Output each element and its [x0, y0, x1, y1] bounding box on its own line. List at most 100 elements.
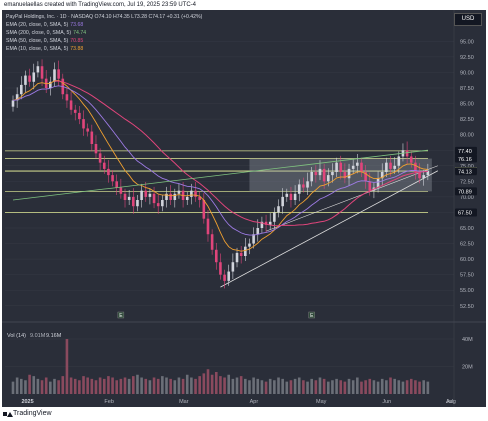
candle-body	[119, 187, 123, 194]
chart-legend: PayPal Holdings, Inc. · 1D · NASDAQ O74.…	[6, 13, 202, 53]
volume-bar	[40, 380, 44, 394]
candle-body	[302, 184, 305, 188]
volume-bar	[302, 380, 305, 394]
y-tick-label: 65.00	[460, 226, 474, 232]
candle-body	[239, 252, 243, 256]
candle-body	[389, 162, 392, 169]
volume-bar	[293, 378, 297, 394]
y-tick-label: 62.50	[460, 242, 474, 248]
y-tick-label: 92.50	[460, 55, 474, 61]
x-tick-label: Apr	[250, 399, 259, 405]
volume-bar	[132, 376, 135, 394]
volume-bar	[289, 380, 293, 394]
volume-bar	[78, 380, 81, 394]
volume-bar	[111, 377, 114, 394]
candle-body	[223, 274, 226, 281]
level-badge-label: 67.50	[458, 211, 472, 217]
candle-body	[405, 150, 409, 157]
y-tick-label: 95.00	[460, 39, 474, 45]
earnings-marker-label: E	[310, 313, 314, 319]
volume-bar	[376, 381, 380, 394]
candle-body	[98, 153, 102, 163]
price-chart[interactable]: 95.0092.5090.0087.5085.0082.5080.0077.50…	[2, 10, 486, 407]
volume-bar	[318, 377, 322, 394]
currency-button[interactable]: USD	[454, 13, 482, 26]
candle-body	[310, 172, 313, 182]
volume-bar	[61, 376, 65, 394]
candle-body	[94, 144, 98, 154]
candle-body	[418, 172, 421, 179]
candle-body	[414, 162, 417, 172]
volume-legend: Vol (14) 9.01M 9.16M	[7, 333, 62, 339]
volume-bar	[156, 378, 160, 394]
tradingview-footer: TradingView	[3, 410, 52, 417]
volume-bar	[347, 378, 351, 394]
x-tick-label: Jun	[382, 399, 391, 405]
legend-indicator[interactable]: EMA (10, close, 0, SMA, 5) 73.88	[6, 45, 202, 53]
y-tick-label: 72.50	[460, 179, 474, 185]
chart-frame[interactable]: 95.0092.5090.0087.5085.0082.5080.0077.50…	[2, 10, 486, 407]
candle-body	[293, 193, 297, 200]
volume-bar	[422, 380, 426, 394]
y-tick-label: 82.50	[460, 117, 474, 123]
candle-body	[107, 168, 110, 176]
candle-body	[102, 162, 106, 169]
level-badge-label: 74.13	[458, 169, 472, 175]
candle-body	[285, 193, 289, 197]
candle-body	[322, 168, 326, 182]
volume-bar	[165, 377, 168, 394]
level-badge-label: 76.16	[458, 157, 472, 163]
candle-body	[194, 190, 197, 197]
candle-body	[144, 190, 148, 197]
candle-body	[111, 175, 114, 182]
volume-bar	[53, 378, 56, 394]
volume-bar	[65, 339, 69, 394]
level-badge: 77.40	[455, 146, 477, 155]
candle-body	[331, 172, 334, 176]
volume-bar	[49, 381, 52, 394]
x-tick-label: May	[316, 399, 327, 405]
y-tick-label: 80.00	[460, 133, 474, 139]
y-tick-label: 90.00	[460, 70, 474, 76]
legend-indicator[interactable]: SMA (200, close, 0, SMA, 5) 74.74	[6, 29, 202, 37]
level-badge-label: 77.40	[458, 149, 472, 155]
candle-body	[351, 165, 355, 169]
legend-indicator[interactable]: SMA (50, close, 0, SMA, 5) 70.85	[6, 37, 202, 45]
sma50-line	[54, 80, 428, 227]
y-tick-label: 55.00	[460, 288, 474, 294]
candle-body	[132, 196, 135, 207]
volume-bar	[351, 380, 355, 394]
volume-bar	[214, 372, 218, 394]
price-axis: 95.0092.5090.0087.5085.0082.5080.0077.50…	[455, 39, 477, 310]
volume-bar	[252, 377, 255, 394]
candle-body	[185, 196, 189, 200]
x-tick-label: Jul	[446, 399, 453, 405]
volume-bar	[24, 380, 27, 394]
volume-bar	[169, 378, 172, 394]
candle-body	[15, 94, 19, 101]
candle-body	[140, 190, 143, 200]
candle-body	[339, 162, 343, 172]
candle-body	[28, 75, 31, 82]
volume-bar	[273, 380, 276, 394]
candle-body	[277, 206, 280, 213]
indicator-value: 73.88	[70, 46, 84, 52]
volume-bar	[239, 376, 243, 394]
candle-body	[376, 178, 380, 188]
candle-body	[214, 249, 218, 263]
candle-body	[206, 218, 210, 235]
volume-bar	[368, 378, 372, 394]
legend-indicator[interactable]: EMA (20, close, 0, SMA, 5) 73.68	[6, 21, 202, 29]
candle-body	[260, 221, 264, 228]
candle-body	[256, 228, 260, 235]
candle-body	[78, 112, 81, 120]
volume-bar	[190, 377, 193, 394]
volume-bar	[173, 380, 177, 394]
volume-bar	[44, 377, 48, 394]
candle-body	[326, 175, 330, 182]
volume-bar	[194, 378, 197, 394]
candle-body	[252, 234, 255, 244]
volume-bar	[389, 377, 392, 394]
y-tick-label: 57.50	[460, 273, 474, 279]
candle-body	[152, 193, 156, 204]
